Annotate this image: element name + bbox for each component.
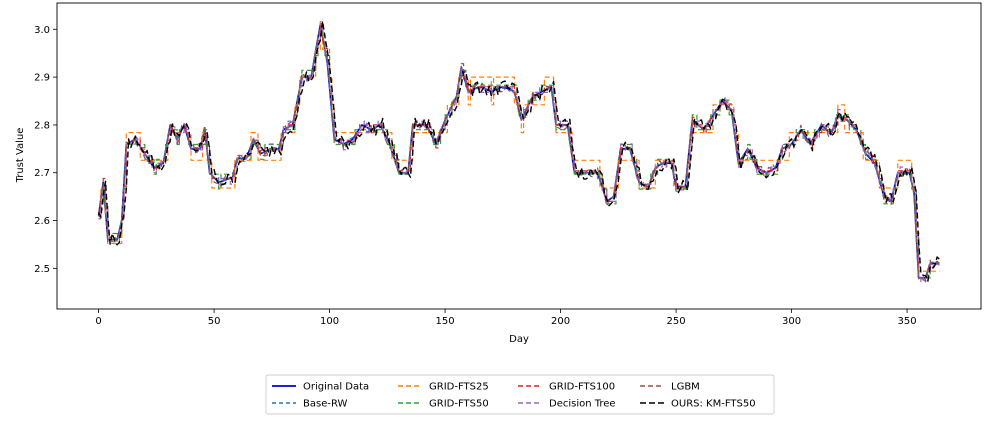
x-tick-label: 200: [551, 316, 570, 327]
x-tick-label: 100: [320, 316, 339, 327]
series-line-8: [97, 20, 940, 282]
x-tick-label: 250: [667, 316, 686, 327]
legend-label: OURS: KM-FTS50: [671, 399, 756, 410]
x-tick-label: 0: [95, 316, 101, 327]
x-axis-label: Day: [509, 334, 529, 345]
plot-area: [97, 20, 940, 283]
legend-box: [265, 374, 775, 415]
y-tick-label: 2.6: [34, 216, 50, 227]
y-axis-label: Trust Value: [15, 128, 26, 184]
x-tick-label: 300: [782, 316, 801, 327]
y-tick-label: 2.9: [34, 73, 50, 84]
series-line-2: [98, 23, 940, 280]
x-tick-label: 150: [436, 316, 455, 327]
y-tick-label: 2.5: [34, 264, 50, 275]
series-line-7: [98, 26, 940, 283]
legend-label: Original Data: [303, 382, 369, 393]
series-line-6: [98, 23, 940, 283]
plot-frame: [56, 2, 982, 310]
series-line-5: [98, 24, 940, 279]
axes: 0 50 100 150 200 250 300 350 2.5 2.6 2.7 2.8 2.9 3.0: [34, 2, 982, 327]
y-tick-label: 2.7: [34, 168, 50, 179]
y-tick-label: 2.8: [34, 120, 50, 131]
legend-label: LGBM: [671, 382, 700, 393]
series-line-4: [98, 25, 940, 279]
x-tick-label: 350: [898, 316, 917, 327]
series-line-1: [97, 23, 940, 279]
legend-label: GRID-FTS25: [429, 382, 489, 393]
legend-label: Base-RW: [303, 399, 348, 410]
legend-label: GRID-FTS100: [549, 382, 615, 393]
legend-label: Decision Tree: [549, 399, 616, 410]
legend-label: GRID-FTS50: [429, 399, 489, 410]
x-tick-label: 50: [208, 316, 221, 327]
series-line-3: [98, 21, 940, 272]
y-tick-label: 3.0: [34, 25, 50, 36]
legend: Original Data Base-RW GRID-FTS25 GRID-FTS50…: [265, 374, 775, 415]
